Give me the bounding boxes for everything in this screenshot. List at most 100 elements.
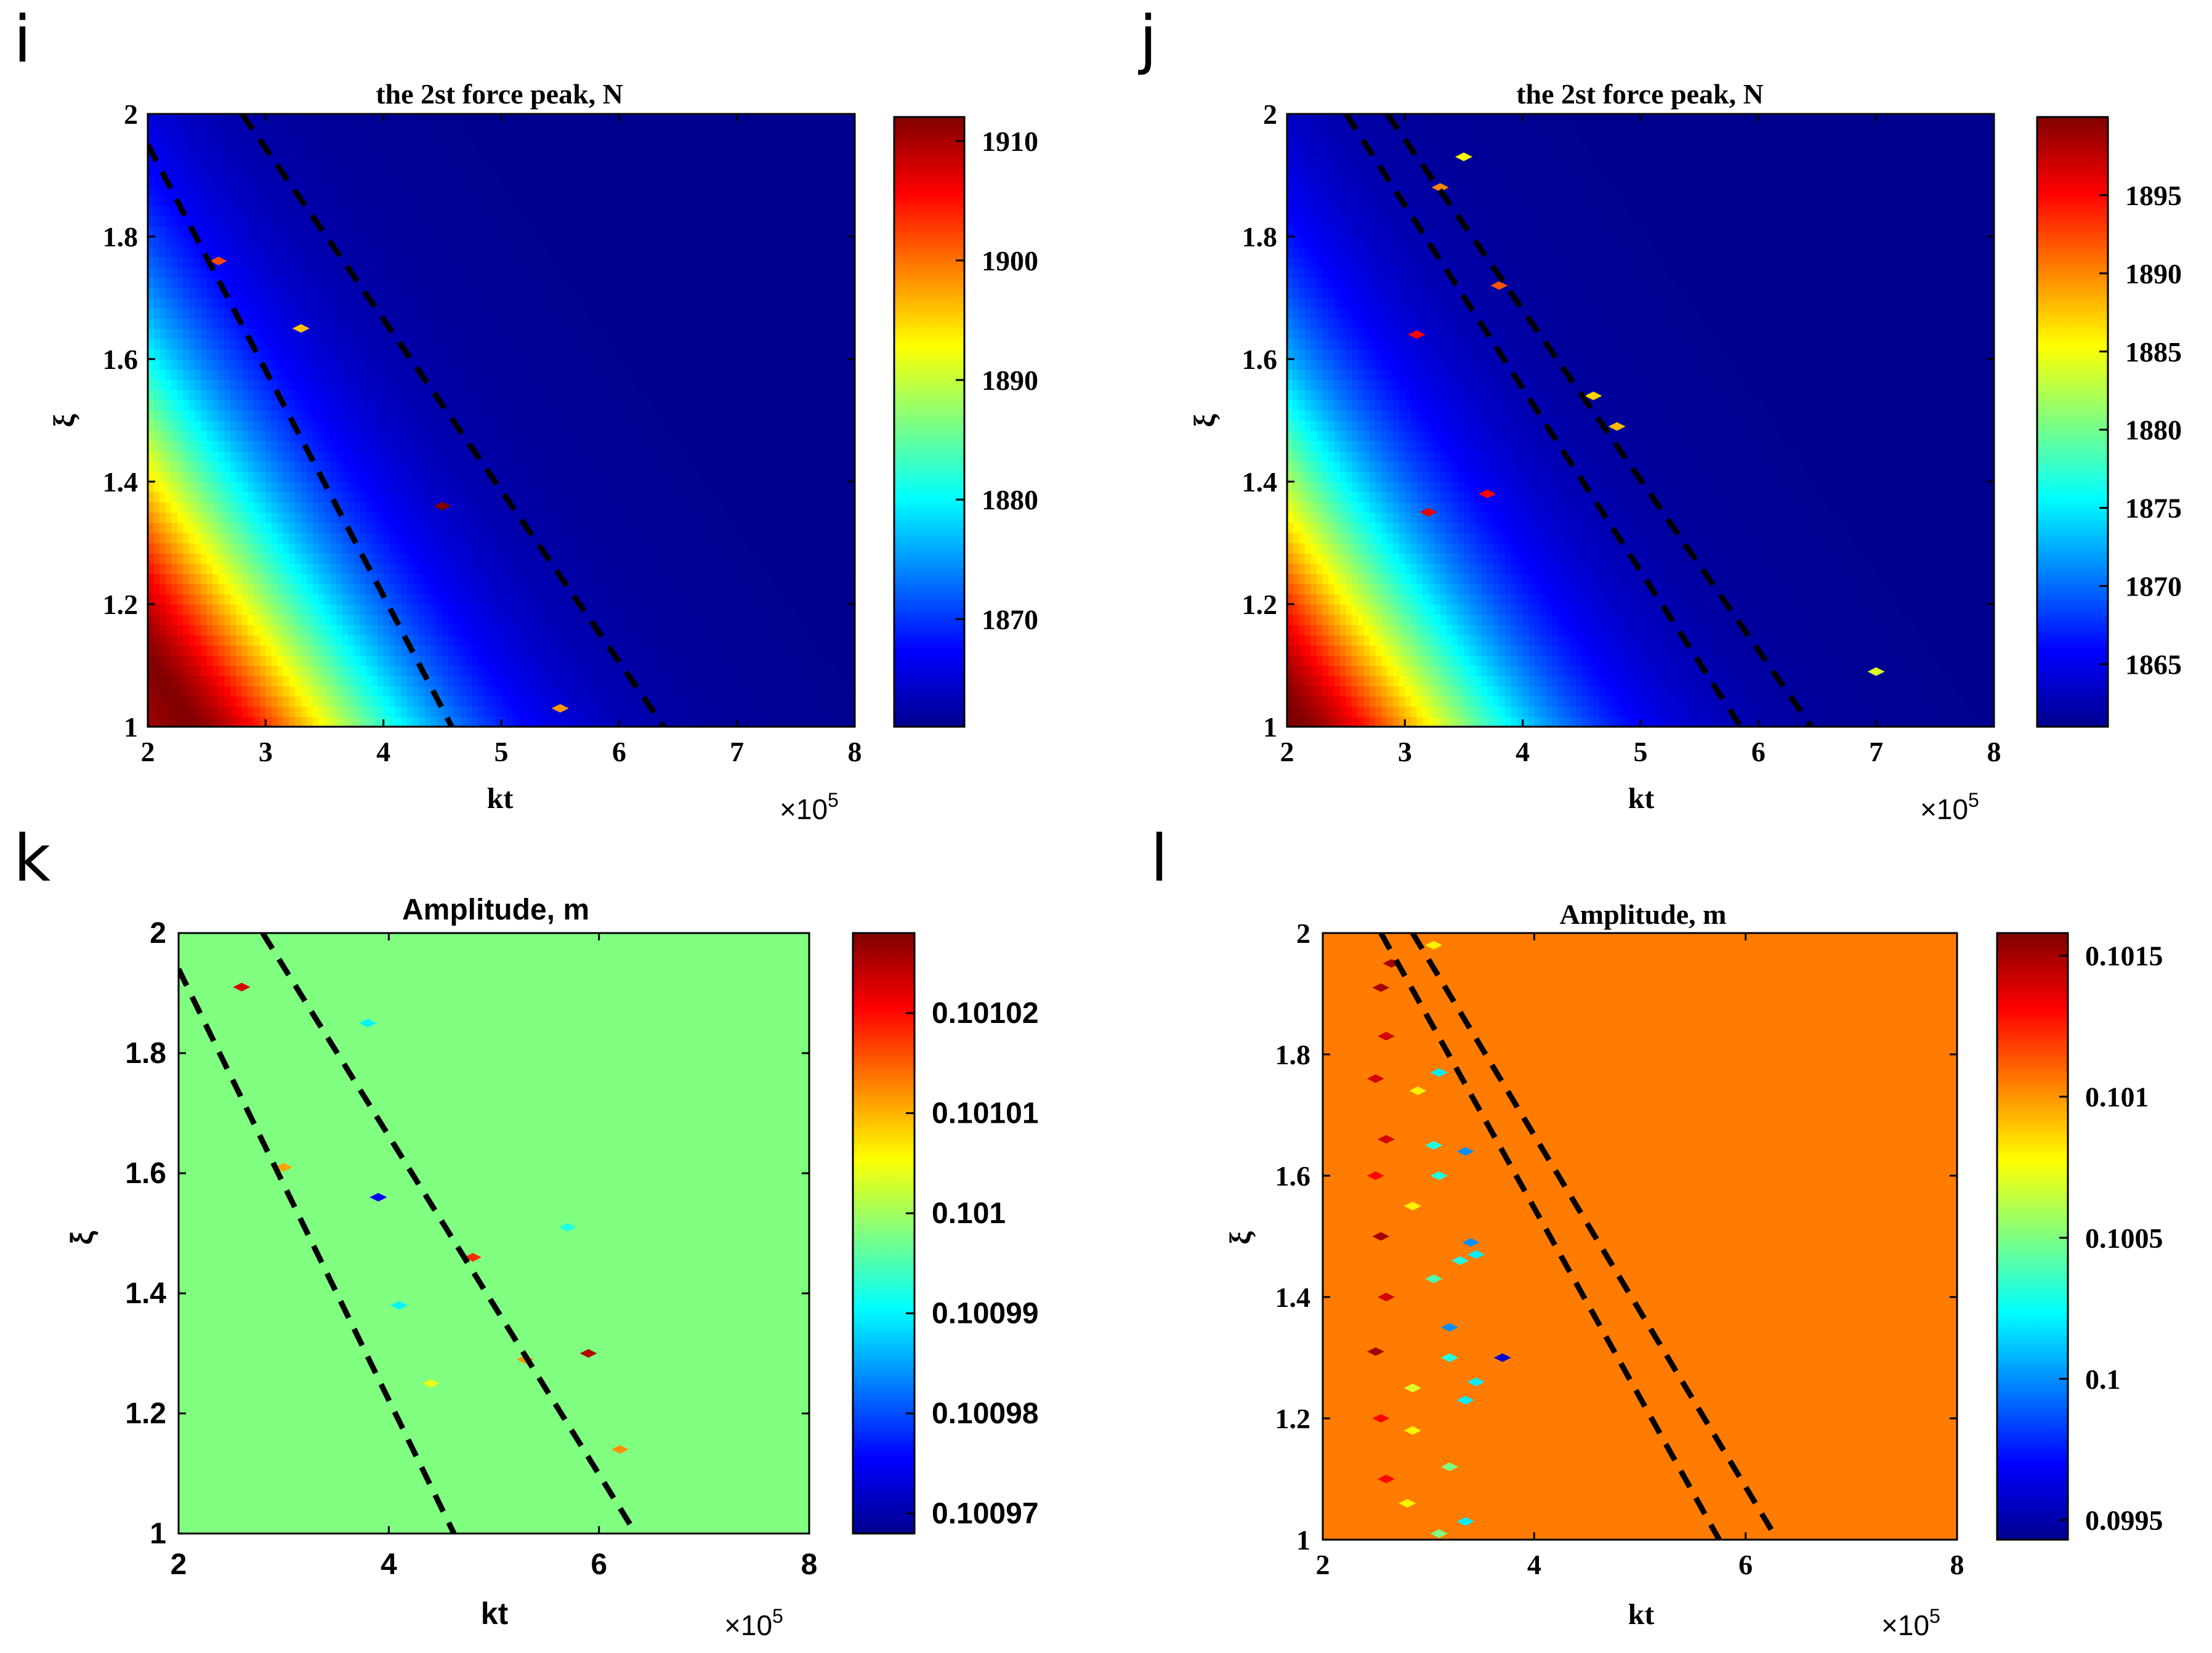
heatmap-cell xyxy=(371,706,378,717)
heatmap-cell xyxy=(360,665,366,676)
heatmap-cell xyxy=(325,389,331,401)
heatmap-cell xyxy=(607,318,614,329)
heatmap-cell xyxy=(513,369,520,380)
heatmap-cell xyxy=(395,583,402,595)
heatmap-cell xyxy=(371,134,378,145)
heatmap-cell xyxy=(242,491,249,503)
heatmap-cell xyxy=(472,246,478,257)
heatmap-cell xyxy=(578,185,584,196)
heatmap-cell xyxy=(489,573,496,584)
heatmap-cell xyxy=(466,532,472,544)
heatmap-cell xyxy=(307,267,313,278)
heatmap-cell xyxy=(307,246,313,257)
heatmap-cell xyxy=(595,338,602,350)
heatmap-cell xyxy=(566,369,573,380)
heatmap-cell xyxy=(353,308,361,319)
heatmap-cell xyxy=(365,236,373,248)
heatmap-cell xyxy=(295,553,302,564)
heatmap-cell xyxy=(195,297,201,309)
heatmap-cell xyxy=(148,236,155,248)
heatmap-cell xyxy=(254,257,260,268)
heatmap-cell xyxy=(259,512,267,523)
heatmap-cell xyxy=(542,114,549,125)
heatmap-cell xyxy=(236,451,243,462)
heatmap-cell xyxy=(230,226,237,237)
heatmap-cell xyxy=(159,491,166,503)
heatmap-cell xyxy=(483,267,490,278)
heatmap-cell xyxy=(513,676,520,687)
heatmap-cell xyxy=(254,216,260,227)
heatmap-cell xyxy=(413,573,419,584)
heatmap-cell xyxy=(566,522,573,533)
heatmap-cell xyxy=(613,512,620,523)
heatmap-cell xyxy=(501,624,508,636)
heatmap-cell xyxy=(188,124,196,135)
heatmap-cell xyxy=(289,430,296,442)
heatmap-cell xyxy=(554,114,561,125)
heatmap-cell xyxy=(377,308,384,319)
heatmap-cell xyxy=(466,216,472,227)
heatmap-cell xyxy=(613,451,620,462)
heatmap-cell xyxy=(342,308,349,319)
heatmap-cell xyxy=(153,655,160,666)
heatmap-cell xyxy=(159,185,166,196)
heatmap-cell xyxy=(148,532,155,544)
heatmap-cell xyxy=(548,226,555,237)
heatmap-cell xyxy=(466,389,472,401)
heatmap-cell xyxy=(195,175,201,186)
heatmap-cell xyxy=(295,206,302,217)
heatmap-cell xyxy=(578,563,584,575)
heatmap-cell xyxy=(548,502,555,513)
heatmap-cell xyxy=(365,614,373,625)
heatmap-cell xyxy=(283,277,290,288)
heatmap-cell xyxy=(542,124,549,135)
heatmap-cell xyxy=(307,175,313,186)
heatmap-cell xyxy=(365,164,373,176)
heatmap-cell xyxy=(218,410,225,421)
heatmap-cell xyxy=(148,491,155,503)
heatmap-cell xyxy=(477,267,485,278)
heatmap-cell xyxy=(624,226,632,237)
heatmap-cell xyxy=(613,634,620,646)
heatmap-cell xyxy=(601,257,608,268)
heatmap-cell xyxy=(230,318,237,329)
heatmap-cell xyxy=(230,144,237,156)
heatmap-cell xyxy=(295,482,302,493)
heatmap-cell xyxy=(254,716,260,727)
heatmap-cell xyxy=(330,583,337,595)
heatmap-cell xyxy=(448,144,455,156)
heatmap-cell xyxy=(436,614,443,625)
heatmap-cell xyxy=(383,206,390,217)
heatmap-cell xyxy=(301,400,308,411)
heatmap-cell xyxy=(637,665,644,676)
heatmap-cell xyxy=(307,491,313,503)
heatmap-cell xyxy=(212,164,219,176)
heatmap-cell xyxy=(248,236,254,248)
heatmap-cell xyxy=(472,461,478,472)
heatmap-cell xyxy=(277,318,284,329)
heatmap-cell xyxy=(495,410,502,421)
heatmap-cell xyxy=(377,665,384,676)
heatmap-cell xyxy=(206,502,214,513)
heatmap-cell xyxy=(495,236,502,248)
heatmap-cell xyxy=(377,277,384,288)
heatmap-cell xyxy=(283,359,290,370)
heatmap-cell xyxy=(519,359,526,370)
heatmap-cell xyxy=(413,604,419,615)
heatmap-cell xyxy=(289,676,296,687)
heatmap-cell xyxy=(530,257,538,268)
heatmap-cell xyxy=(472,634,478,646)
heatmap-cell xyxy=(607,369,614,380)
heatmap-cell xyxy=(283,349,290,360)
heatmap-cell xyxy=(289,369,296,380)
heatmap-cell xyxy=(254,543,260,554)
heatmap-cell xyxy=(560,563,567,575)
heatmap-cell xyxy=(188,134,196,145)
heatmap-cell xyxy=(413,583,419,595)
heatmap-cell xyxy=(148,696,155,707)
heatmap-cell xyxy=(601,573,608,584)
heatmap-cell xyxy=(383,400,390,411)
heatmap-cell xyxy=(318,267,325,278)
heatmap-cell xyxy=(607,185,614,196)
heatmap-cell xyxy=(254,114,260,125)
